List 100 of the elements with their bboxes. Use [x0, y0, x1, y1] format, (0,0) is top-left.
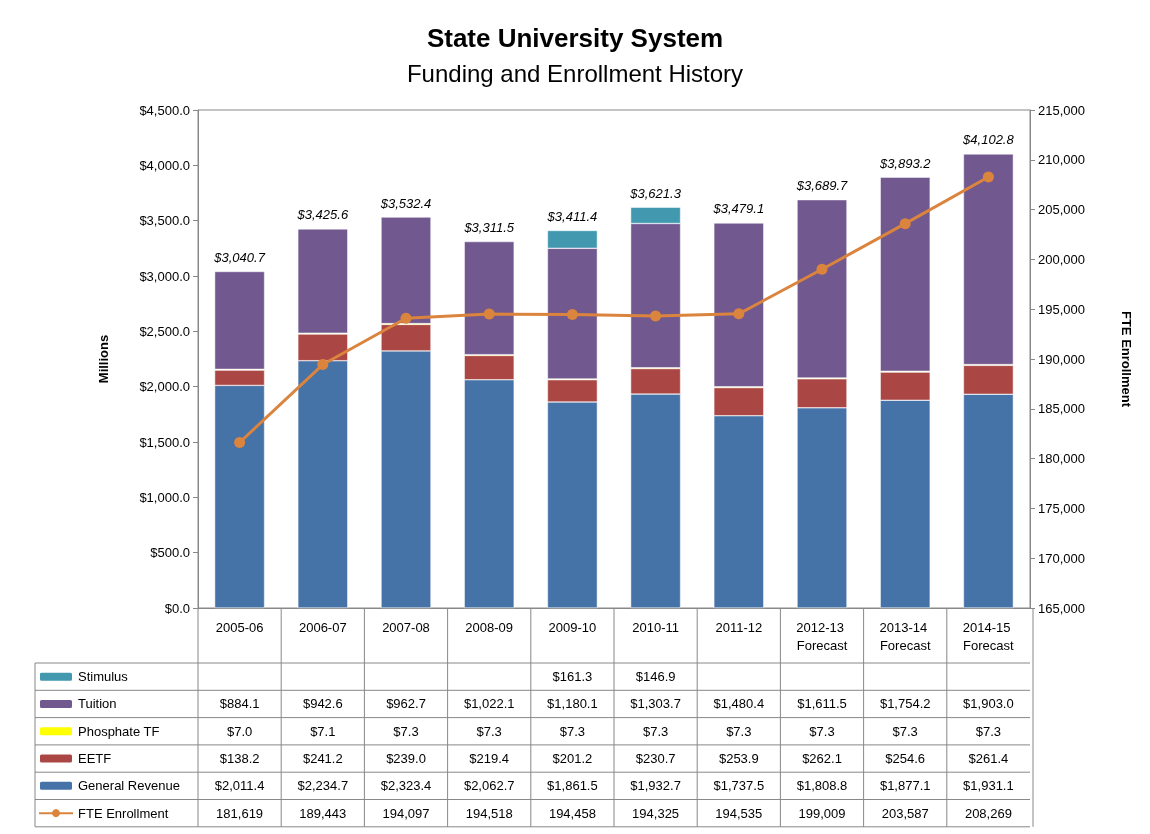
total-label: $3,621.3 — [629, 185, 682, 201]
chart-subtitle: Funding and Enrollment History — [406, 59, 744, 87]
data-label: $261.4 — [968, 751, 1009, 767]
data-label: $254.6 — [885, 751, 926, 767]
y2-tick-label: 165,000 — [1038, 600, 1085, 616]
x-tick-label: 2009-10 — [548, 619, 597, 635]
data-label: $1,754.2 — [879, 696, 931, 712]
data-label: 208,269 — [964, 805, 1012, 821]
legend-label: Stimulus — [78, 669, 129, 685]
total-label: $3,425.6 — [296, 207, 349, 223]
data-label: $1,611.5 — [797, 696, 847, 712]
x-tick-label: 2007-08 — [382, 619, 430, 635]
y2-tick-label: 170,000 — [1038, 550, 1085, 566]
y-tick-label: $1,500.0 — [139, 434, 190, 450]
x-tick-label: 2010-11 — [632, 619, 679, 635]
data-label: $1,022.1 — [463, 696, 515, 712]
data-label: $1,903.0 — [963, 696, 1014, 712]
data-label: 189,443 — [299, 805, 347, 821]
legend-label: General Revenue — [78, 778, 180, 794]
data-label: $1,737.5 — [713, 778, 765, 794]
data-label: $7.3 — [393, 723, 419, 739]
data-label: $7.3 — [809, 723, 835, 739]
y2-tick-label: 210,000 — [1038, 152, 1085, 168]
data-label: $7.3 — [975, 723, 1002, 739]
data-label: $201.2 — [552, 751, 593, 767]
x-tick-label: 2013-14 Forecast — [879, 619, 931, 653]
data-label: $962.7 — [386, 696, 426, 712]
data-label: $884.1 — [219, 696, 260, 712]
total-label: $3,040.7 — [213, 250, 266, 265]
data-label: $7.0 — [226, 723, 253, 739]
y-tick-label: $1,000.0 — [139, 489, 190, 505]
y2-tick-label: 185,000 — [1038, 401, 1085, 417]
y-tick-label: $500.0 — [150, 545, 190, 561]
data-label: $146.9 — [635, 669, 676, 685]
y-tick-label: $3,500.0 — [139, 213, 190, 229]
data-label: $2,011.4 — [214, 778, 265, 794]
data-label: $7.3 — [726, 723, 752, 739]
data-label: $1,303.7 — [630, 696, 681, 712]
y2-tick-label: 215,000 — [1038, 102, 1085, 118]
data-label: $230.7 — [635, 751, 676, 767]
y2-tick-label: 180,000 — [1038, 451, 1085, 467]
y-tick-label: $4,500.0 — [139, 102, 190, 118]
total-label: $3,893.2 — [878, 155, 932, 171]
y-tick-label: $0.0 — [164, 600, 190, 616]
data-label: 199,009 — [798, 805, 846, 821]
legend-label: Tuition — [78, 696, 117, 712]
total-label: $3,311.5 — [463, 220, 515, 236]
data-label: $1,861.5 — [547, 778, 598, 794]
data-label: 194,325 — [632, 805, 680, 821]
data-label: $2,234.7 — [297, 778, 349, 794]
chart-title: State University System — [426, 23, 724, 53]
y2-tick-label: 190,000 — [1038, 351, 1085, 367]
y-tick-label: $3,000.0 — [139, 268, 190, 284]
data-label: $7.3 — [642, 723, 669, 739]
y2-tick-label: 195,000 — [1038, 301, 1085, 317]
y-tick-label: $4,000.0 — [139, 157, 190, 173]
data-label: $1,931.1 — [963, 778, 1014, 794]
legend-label: Phosphate TF — [78, 723, 160, 739]
data-label: $7.3 — [476, 723, 502, 739]
data-label: $7.3 — [892, 723, 918, 739]
data-label: 194,097 — [382, 805, 430, 821]
y-tick-label: $2,000.0 — [139, 379, 190, 395]
data-label: 203,587 — [881, 805, 929, 821]
data-label: 194,535 — [715, 805, 763, 821]
y-tick-label: $2,500.0 — [139, 323, 190, 339]
y2-tick-label: 175,000 — [1038, 500, 1085, 516]
data-label: $161.3 — [552, 669, 593, 685]
y2-axis-title: FTE Enrollment — [1119, 310, 1134, 408]
data-label: 181,619 — [216, 805, 264, 821]
total-label: $3,479.1 — [712, 201, 765, 217]
x-tick-label: 2014-15 Forecast — [962, 619, 1015, 653]
total-label: $3,411.4 — [546, 208, 598, 224]
data-label: $2,323.4 — [380, 778, 432, 794]
data-label: $241.2 — [302, 751, 343, 767]
x-tick-label: 2006-07 — [298, 619, 347, 635]
y2-tick-label: 205,000 — [1038, 202, 1085, 218]
x-tick-label: 2012-13 Forecast — [796, 619, 848, 653]
data-label: $1,877.1 — [879, 778, 931, 794]
data-label: $262.1 — [802, 751, 842, 767]
data-label: $1,480.4 — [713, 696, 765, 712]
data-label: $1,180.1 — [547, 696, 598, 712]
data-label: $942.6 — [302, 696, 343, 712]
total-label: $3,532.4 — [379, 195, 432, 211]
data-label: $7.1 — [310, 723, 336, 739]
data-label: $138.2 — [219, 751, 260, 767]
data-label: $2,062.7 — [463, 778, 515, 794]
total-label: $3,689.7 — [795, 178, 849, 194]
x-tick-label: 2005-06 — [215, 619, 264, 635]
data-label: $253.9 — [718, 751, 759, 767]
legend-label: EETF — [78, 751, 112, 767]
data-label: 194,518 — [465, 805, 513, 821]
total-label: $4,102.8 — [962, 132, 1015, 148]
data-label: $1,808.8 — [796, 778, 848, 794]
data-label: $7.3 — [559, 723, 586, 739]
x-tick-label: 2011-12 — [715, 619, 763, 635]
y-axis-title: Millions — [96, 334, 111, 384]
x-tick-label: 2008-09 — [465, 619, 514, 635]
data-label: $219.4 — [469, 751, 510, 767]
data-label: $239.0 — [386, 751, 426, 767]
legend-label: FTE Enrollment — [78, 805, 169, 821]
